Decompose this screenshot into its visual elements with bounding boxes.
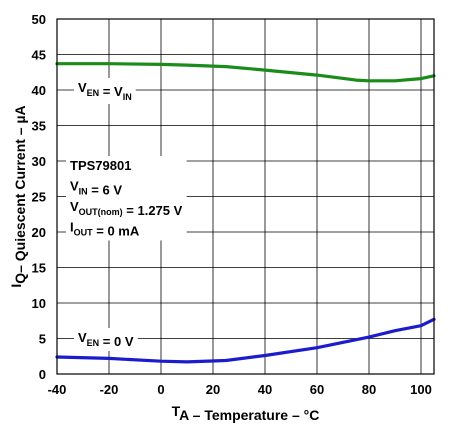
- y-tick-label: 0: [39, 367, 46, 382]
- annotation-background: [74, 328, 138, 351]
- x-tick-label: 0: [157, 382, 164, 397]
- x-tick-label: -40: [48, 382, 67, 397]
- x-axis-title: TA – Temperature – °C: [172, 403, 320, 423]
- y-tick-label: 15: [32, 261, 46, 276]
- y-tick-label: 25: [32, 190, 46, 205]
- y-tick-label: 40: [32, 83, 46, 98]
- y-tick-label: 10: [32, 296, 46, 311]
- series-line-2: [55, 317, 436, 364]
- x-tick-label: 60: [310, 382, 324, 397]
- y-tick-labels: 0 5 10 15 20 25 30 35 40 45 50: [32, 12, 46, 382]
- annotation-3: VEN = 0 V: [78, 330, 134, 349]
- annotation-line: VIN = 6 V: [70, 179, 122, 198]
- y-tick-label: 20: [32, 225, 46, 240]
- x-tick-label: 100: [410, 382, 432, 397]
- annotation-backgrounds: [66, 78, 187, 351]
- y-tick-label: 50: [32, 12, 46, 27]
- x-tick-label: 20: [206, 382, 220, 397]
- annotation-line: VEN = VIN: [78, 80, 132, 102]
- annotation-background: [66, 156, 187, 241]
- series-line-1: [55, 62, 436, 83]
- x-tick-label: 80: [362, 382, 376, 397]
- y-tick-label: 30: [32, 154, 46, 169]
- annotation-line: TPS79801: [70, 158, 131, 173]
- annotation-line: VOUT(nom) = 1.275 V: [70, 199, 183, 218]
- x-tick-label: -20: [100, 382, 119, 397]
- series: [55, 62, 436, 364]
- x-tick-label: 40: [258, 382, 272, 397]
- annotation-background: [74, 78, 136, 104]
- y-axis-title: IQ– Quiescent Current – µA: [8, 105, 28, 287]
- plot-frame: [56, 18, 435, 375]
- x-tick-labels: -40 -20 0 20 40 60 80 100: [48, 382, 432, 397]
- annotation-1: VEN = VIN: [78, 80, 132, 102]
- annotation-line: VEN = 0 V: [78, 330, 134, 349]
- y-tick-label: 35: [32, 119, 46, 134]
- y-tick-label: 5: [39, 332, 46, 347]
- y-tick-label: 45: [32, 48, 46, 63]
- annotation-line: IOUT = 0 mA: [70, 220, 140, 239]
